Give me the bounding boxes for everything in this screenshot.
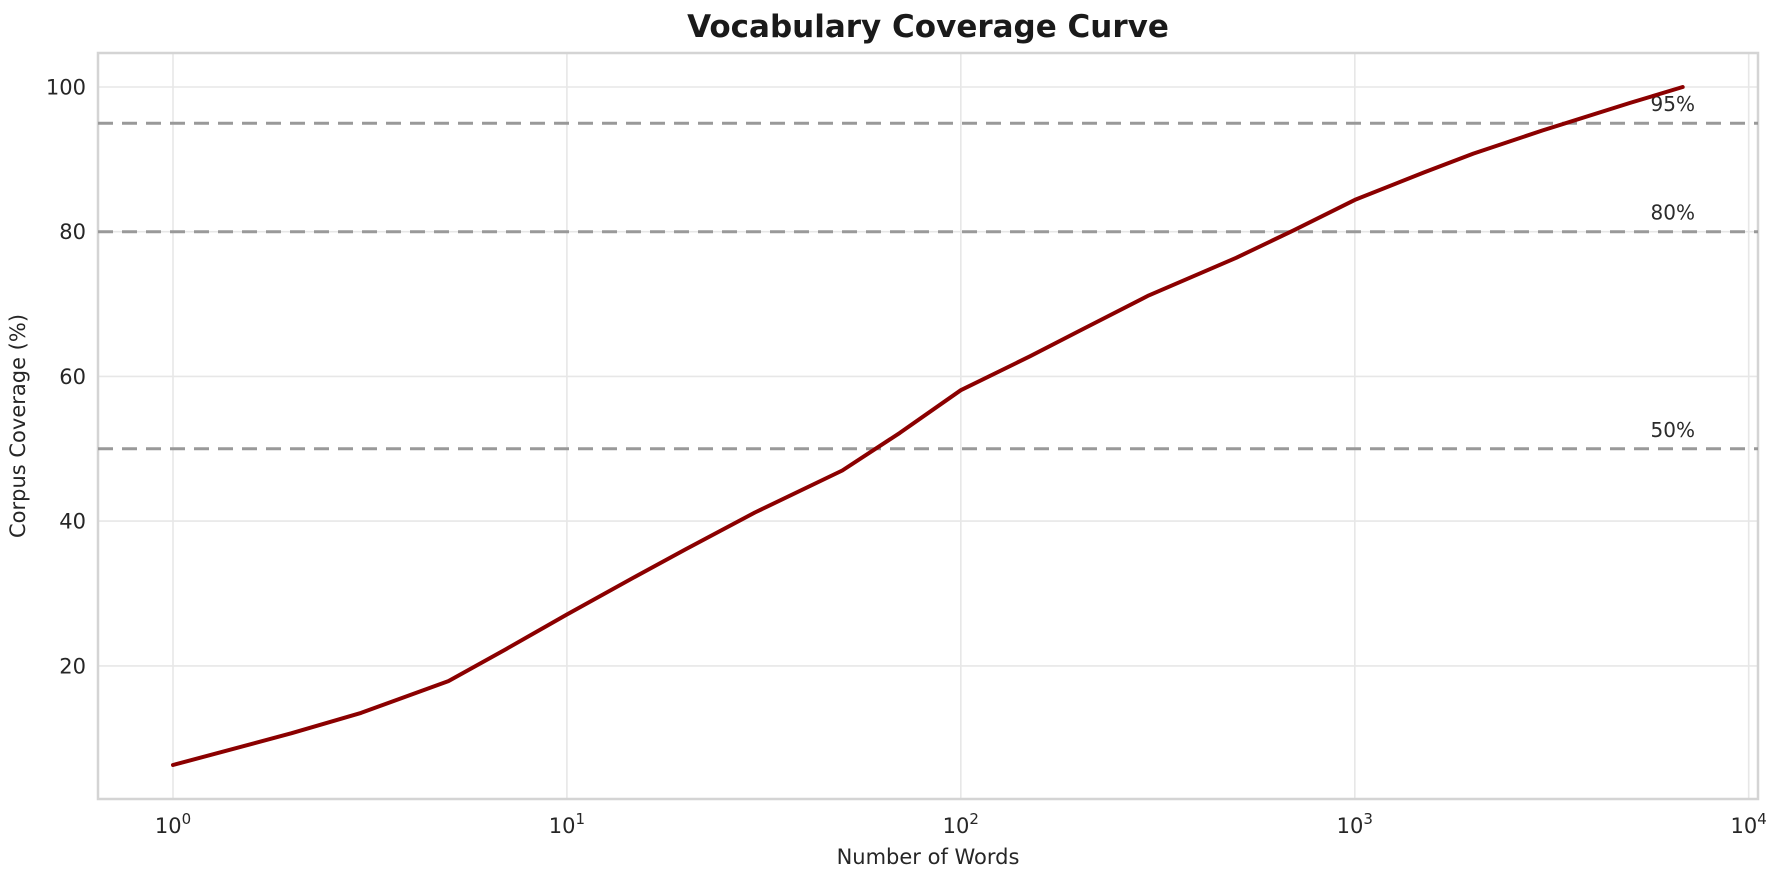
- y-axis-label: Corpus Coverage (%): [6, 314, 30, 538]
- plot-border: [96, 51, 1760, 801]
- chart-title: Vocabulary Coverage Curve: [687, 9, 1169, 45]
- y-tick-label: 20: [59, 654, 86, 678]
- vocabulary-coverage-curve: [171, 85, 1685, 767]
- x-tick-label: 103: [1337, 810, 1373, 838]
- x-tick-label: 104: [1731, 810, 1767, 838]
- series-lines: [171, 85, 1685, 767]
- x-tick-label: 101: [549, 810, 585, 838]
- x-tick-labels: 100 101 102 103 104: [155, 810, 1767, 838]
- y-tick-label: 60: [59, 365, 86, 389]
- x-tick-label: 100: [155, 810, 191, 838]
- y-tick-label: 80: [59, 220, 86, 244]
- x-axis-label: Number of Words: [837, 845, 1020, 869]
- threshold-label: 50%: [1651, 418, 1695, 442]
- y-tick-labels: 20 40 60 80 100: [46, 76, 86, 679]
- grid-lines: [98, 53, 1758, 799]
- y-tick-label: 100: [46, 76, 86, 100]
- y-tick-label: 40: [59, 510, 86, 534]
- threshold-labels: 50%80%95%: [1651, 92, 1695, 442]
- x-tick-label: 102: [943, 810, 979, 838]
- threshold-label: 80%: [1651, 201, 1695, 225]
- threshold-lines: [98, 121, 1758, 451]
